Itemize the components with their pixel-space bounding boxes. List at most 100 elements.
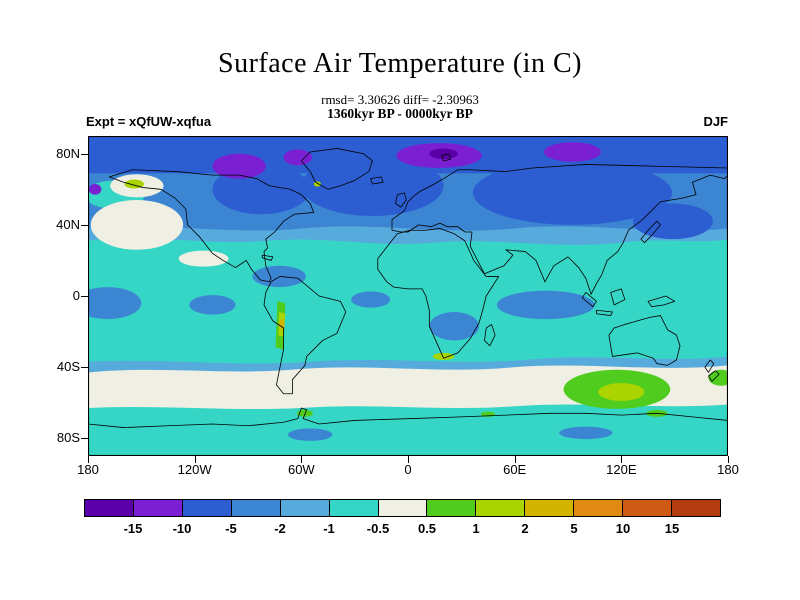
contour-blue-epacific-patch [189,295,236,315]
outline-south-america [263,276,347,395]
y-axis-tick [81,224,88,226]
contour-blue-safrica-patch [429,312,480,341]
outline-uk [395,192,407,208]
outline-madagascar [484,324,496,347]
colorbar-segment [574,500,624,516]
colorbar-boundary-label: -10 [172,521,192,536]
x-axis-tick [621,456,623,463]
world-map-canvas [88,136,728,456]
y-axis-tick [81,296,88,297]
contour-blue-atlantic-eq-patch [351,291,391,308]
contour-purple-ngreenland [283,149,312,166]
colorbar-boundary-label: -2 [274,521,286,536]
outline-cuba [261,254,274,261]
x-axis-label: 60W [287,462,315,477]
page-title: Surface Air Temperature (in C) [218,48,582,79]
contour-white-southern-band [88,365,728,410]
contour-yellowgreen-saustralia-core [598,383,645,401]
colorbar-segment [231,500,281,516]
outline-sumatra [581,292,597,308]
outline-svalbard [441,153,452,162]
period-line: 1360kyr BP - 0000kyr BP [327,106,473,121]
x-axis-tick [408,456,409,463]
outline-north-america [108,169,315,283]
outline-antarctica [88,407,728,428]
experiment-label: Expt = xQfUW-xqfua [86,114,212,129]
outline-eurasia [391,164,728,295]
y-axis-label: 80N [56,145,80,161]
colorbar-boundary-label: 5 [570,521,578,536]
contour-blue-indonesia-patch [496,290,595,320]
colorbar-segment [85,500,134,516]
x-axis-tick [88,456,89,463]
colorbar-boundary-label: 1 [472,521,480,536]
contour-darkblue-siberia [472,160,672,225]
x-axis-label: 180 [717,462,739,477]
y-axis-tick [81,153,88,155]
colorbar-segment [329,500,379,516]
outline-africa [377,228,500,359]
colorbar-boundary-label: 15 [664,521,680,536]
contour-green-nz-edge [708,369,728,386]
contour-darkblue-nwpacific [632,203,713,240]
colorbar-boundary-label: -1 [323,521,335,536]
stats-line: rmsd= 3.30626 diff= -2.30963 [321,92,479,107]
colorbar-segment [378,500,428,516]
colorbar-segment [476,500,526,516]
y-axis-label: 80S [56,430,80,446]
colorbar-boundary-label: 2 [521,521,529,536]
colorbar-segment [280,500,330,516]
outline-iceland [370,176,384,185]
outline-java [596,309,613,316]
y-axis-tick [81,367,88,369]
contour-purple-laptev [544,142,601,162]
x-axis-tick [514,456,516,463]
colorbar-segment [427,500,477,516]
contour-blue-antarctic-patch-1 [288,428,333,441]
contour-gold-andes-dot [279,319,285,330]
outline-borneo [610,288,626,306]
continent-outlines [88,148,728,428]
contour-purple-chukchi [88,184,102,195]
y-axis-label: 40S [56,359,80,375]
contour-blue-wpacific-patch [88,287,142,320]
colorbar-boundary-label: -5 [225,521,237,536]
x-axis-label: 120E [606,462,637,477]
map-frame [88,136,728,456]
outline-new-guinea [647,295,676,308]
contour-white-npacific [90,200,184,250]
season-label: DJF [703,114,728,129]
y-axis-label: 40N [56,216,80,232]
contour-darkviolet-barents-core [429,148,458,160]
contour-purple-canadian-arch [212,153,266,179]
contour-yellowgreen-greenland-dot [313,181,321,187]
colorbar-segment [525,500,575,516]
colorbar [84,499,721,517]
x-axis-tick [301,456,303,463]
colorbar-boundary-label: -15 [123,521,143,536]
y-axis-tick [81,438,88,440]
colorbar-segment [672,500,720,516]
outline-australia [608,315,681,366]
colorbar-segment [182,500,232,516]
x-axis-label: 60E [503,462,527,477]
outline-new-zealand-north [704,359,715,373]
colorbar-boundary-label: -0.5 [366,521,390,536]
contour-cyan-tropical-band [88,237,728,364]
x-axis-tick [194,456,196,463]
x-axis-label: 0 [404,462,412,477]
outline-greenland [300,148,373,190]
colorbar-segment [133,500,183,516]
contour-darkblue-natlantic [301,155,444,216]
contour-yellowgreen-safrica-dash [432,352,455,360]
outline-new-zealand-south [708,370,720,382]
outline-japan [640,220,661,244]
contour-blue-antarctic-patch-2 [559,426,613,440]
contour-white-baja [178,250,229,267]
contour-blue-caribbean-patch [252,265,306,288]
x-axis-label: 120W [177,462,212,477]
y-axis-label: 0 [72,288,80,303]
x-axis-label: 180 [77,462,99,477]
colorbar-segment [623,500,673,516]
